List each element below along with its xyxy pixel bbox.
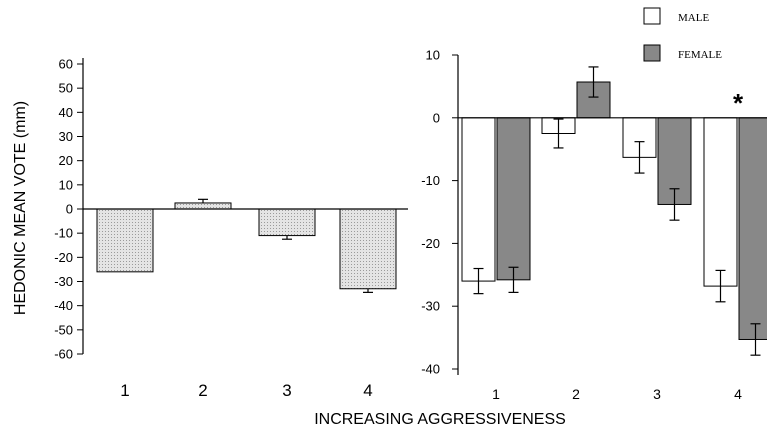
left-y-tick-label: 50 [59,81,73,96]
left-y-tick-label: -60 [54,347,73,362]
right-y-tick-label: -10 [421,173,440,188]
left-y-tick-label: 0 [66,202,73,217]
left-bar [258,208,316,237]
left-bar [339,208,397,290]
right-y-tick-label: 0 [433,110,440,125]
right-y-tick-label: -20 [421,236,440,251]
left-y-tick-label: 10 [59,177,73,192]
right-y-tick-label: -30 [421,299,440,314]
left-y-axis-label: HEDONIC MEAN VOTE (mm) [12,101,29,315]
left-chart: HEDONIC MEAN VOTE (mm) 60 50 40 30 20 10 0 -10 -… [12,57,408,400]
right-x-tick-label: 2 [572,386,580,402]
left-y-tick-label: 60 [59,57,73,72]
right-y-tick-label: 10 [426,48,440,63]
female-bar [496,117,531,281]
x-axis-label: INCREASING AGGRESSIVENESS [314,411,566,428]
left-bar [174,202,232,210]
significance-star: * [733,88,744,118]
male-bar [703,117,738,287]
left-y-tick-label: -50 [54,322,73,337]
left-x-categories: 1 2 3 4 [120,381,372,400]
female-bar [738,117,767,340]
legend-label-female: FEMALE [678,49,722,61]
legend-swatch-male [643,7,661,25]
left-y-tick-label: -20 [54,250,73,265]
left-y-tick-label: -10 [54,226,73,241]
left-bars [96,198,397,293]
left-x-tick-label: 2 [198,381,207,400]
legend: MALE FEMALE [643,7,722,62]
right-y-tick-label: -40 [421,362,440,377]
right-x-tick-label: 1 [492,386,500,402]
left-y-tick-label: -40 [54,298,73,313]
left-y-tick-label: 40 [59,105,73,120]
right-x-categories: 1 2 3 4 [492,386,742,402]
right-chart: 10 0 -10 -20 -30 -40 1 2 3 4 * [421,48,767,402]
left-x-tick-label: 3 [282,381,291,400]
right-x-tick-label: 3 [653,386,661,402]
left-y-tick-label: 30 [59,129,73,144]
right-x-tick-label: 4 [734,386,742,402]
left-bar [96,208,154,273]
right-y-ticks: 10 0 -10 -20 -30 -40 [421,48,458,377]
legend-swatch-female [643,44,661,62]
left-y-tick-label: 20 [59,153,73,168]
left-y-tick-label: -30 [54,274,73,289]
left-x-tick-label: 1 [120,381,129,400]
left-x-tick-label: 4 [363,381,372,400]
left-y-ticks: 60 50 40 30 20 10 0 -10 -20 -30 -40 -50 -60 [54,57,83,362]
right-bars [461,66,767,356]
male-bar [461,117,496,282]
legend-label-male: MALE [678,12,709,24]
